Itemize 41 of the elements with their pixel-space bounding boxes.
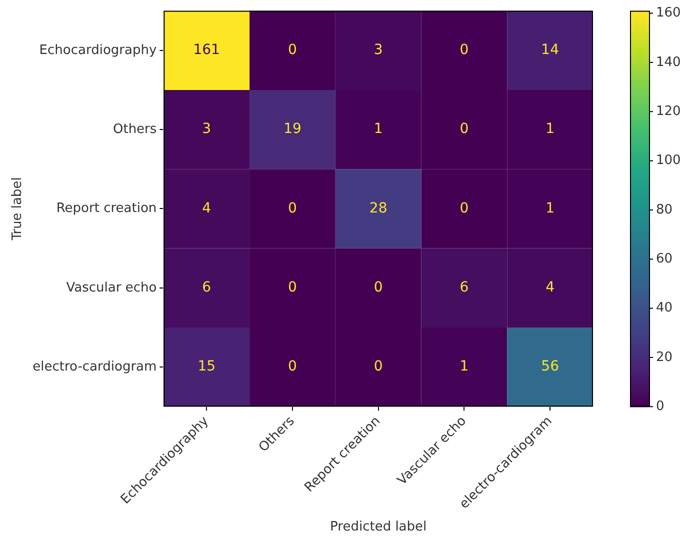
data-label: 0 (288, 280, 297, 296)
color-bar-label: 20 (656, 350, 673, 365)
data-label: 1 (460, 358, 469, 375)
data-label: 56 (541, 358, 560, 375)
data-label: 0 (288, 358, 297, 375)
data-label: 0 (288, 42, 297, 58)
data-label: 4 (546, 280, 555, 296)
y-tick-label: Others (112, 122, 157, 137)
color-bar-label: 60 (656, 251, 673, 266)
color-bar-label: 0 (656, 399, 664, 414)
data-label: 28 (369, 200, 388, 216)
x-axis-title: Predicted label (330, 520, 427, 535)
y-axis-title: True label (10, 177, 26, 242)
color-bar-label: 100 (656, 153, 681, 168)
y-tick-label: electro-cardiogram (32, 359, 157, 374)
data-label: 0 (460, 121, 469, 138)
y-tick-label: Report creation (56, 201, 157, 216)
color-bar-label: 120 (656, 104, 681, 119)
color-bar-label: 80 (656, 202, 673, 218)
data-label: 0 (374, 280, 383, 296)
color-bar-label: 140 (656, 54, 681, 70)
data-label: 161 (193, 42, 220, 58)
data-label: 1 (546, 121, 555, 138)
data-label: 1 (374, 121, 383, 138)
data-label: 15 (198, 358, 216, 375)
color-bar-label: 160 (656, 6, 681, 21)
data-label: 4 (202, 200, 212, 216)
data-label: 0 (460, 200, 469, 216)
data-label: 6 (460, 280, 469, 296)
data-label: 6 (202, 280, 212, 296)
color-bar-label: 40 (656, 300, 673, 316)
data-label: 1 (546, 200, 555, 216)
data-label: 0 (374, 358, 383, 375)
data-label: 0 (288, 200, 297, 216)
data-label: 3 (202, 121, 212, 138)
y-tick-label: Echocardiography (39, 42, 157, 58)
data-label: 19 (284, 121, 302, 138)
data-label: 14 (541, 42, 560, 58)
data-label: 3 (374, 42, 383, 58)
y-tick-label: Vascular echo (66, 280, 157, 296)
data-label: 0 (460, 42, 469, 58)
